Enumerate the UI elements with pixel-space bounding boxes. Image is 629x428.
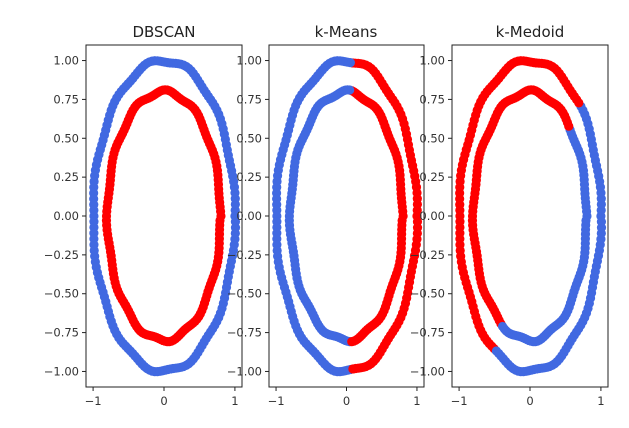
y-tick-label: −0.75 [44, 326, 79, 340]
panel-dbscan: DBSCAN 1.00 0.75 0.50 0.25 0.00 −0.25 −0.50 −0.… [44, 23, 243, 408]
panel-title-k-means: k-Means [315, 23, 378, 41]
x-tick-label: 0 [160, 394, 167, 408]
y-tick-label: 1.00 [53, 54, 79, 68]
y-tick-label: −0.25 [227, 248, 262, 262]
y-tick-label: 0.25 [53, 170, 79, 184]
x-tick-label: −1 [85, 394, 102, 408]
y-tick-label: −1.00 [410, 364, 445, 378]
x-tick-label: 1 [413, 394, 420, 408]
panel-k-means: k-Means 1.00 0.75 0.50 0.25 0.00 −0.25 −0.50 −0… [227, 23, 425, 408]
y-tick-label: 1.00 [419, 54, 445, 68]
y-tick-label: −1.00 [44, 364, 79, 378]
panel-k-medoid: k-Medoid 1.00 0.75 0.50 0.25 0.00 −0.25 −0.50 −… [410, 23, 609, 408]
y-tick-label: −0.75 [227, 326, 262, 340]
y-tick-label: 1.00 [236, 54, 262, 68]
scatter-point [397, 215, 407, 226]
y-tick-label: −0.50 [227, 287, 262, 301]
x-tick-label: 1 [231, 394, 238, 408]
scatter-point [412, 217, 423, 227]
y-tick-label: 0.50 [419, 131, 445, 145]
y-tick-label: −0.25 [410, 248, 445, 262]
y-tick-label: 0.50 [53, 131, 79, 145]
panel-title-dbscan: DBSCAN [132, 23, 195, 41]
x-tick-label: −1 [268, 394, 285, 408]
y-tick-label: 0.75 [53, 92, 79, 106]
y-tick-label: 0.25 [236, 170, 262, 184]
scatter-point [581, 215, 591, 226]
y-tick-label: −1.00 [227, 364, 262, 378]
y-tick-label: 0.50 [236, 131, 262, 145]
y-tick-label: 0.75 [236, 92, 262, 106]
y-tick-label: 0.00 [236, 209, 262, 223]
y-tick-label: 0.00 [419, 209, 445, 223]
scatter-points [455, 56, 607, 377]
y-tick-label: −0.75 [410, 326, 445, 340]
scatter-points [272, 56, 423, 377]
scatter-points [89, 56, 241, 377]
scatter-point [230, 217, 241, 227]
x-tick-label: 0 [526, 394, 533, 408]
y-tick-label: −0.50 [410, 287, 445, 301]
x-tick-label: 0 [343, 394, 350, 408]
y-tick-label: 0.25 [419, 170, 445, 184]
scatter-point [215, 215, 225, 226]
x-tick-label: 1 [597, 394, 604, 408]
x-tick-label: −1 [451, 394, 468, 408]
y-tick-label: 0.00 [53, 209, 79, 223]
panel-title-k-medoid: k-Medoid [496, 23, 565, 41]
scatter-point [596, 217, 607, 227]
y-tick-label: −0.25 [44, 248, 79, 262]
y-tick-label: −0.50 [44, 287, 79, 301]
y-tick-label: 0.75 [419, 92, 445, 106]
